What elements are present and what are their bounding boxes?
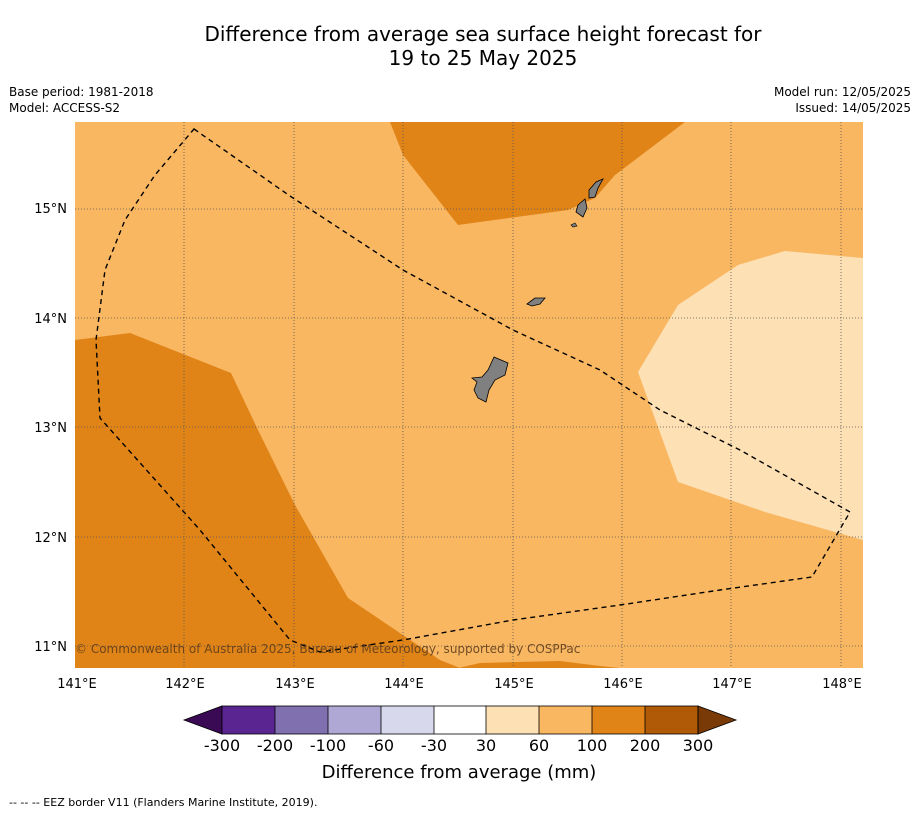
colorbar-label: -30	[421, 736, 447, 755]
band-100-200-west	[75, 333, 460, 668]
colorbar-swatch	[328, 706, 381, 734]
colorbar-label: 100	[577, 736, 608, 755]
colorbar-label: 30	[476, 736, 496, 755]
colorbar-dividers	[274, 706, 646, 734]
colorbar-title: Difference from average (mm)	[322, 762, 597, 783]
lon-tick-label: 148°E	[822, 677, 862, 692]
map-area: © Commonwealth of Australia 2025, Bureau…	[75, 122, 863, 668]
colorbar-swatch	[381, 706, 434, 734]
lat-tick-label: 13°N	[34, 421, 67, 436]
map-title: Difference from average sea surface heig…	[0, 22, 919, 70]
colorbar-extend-low	[182, 705, 223, 735]
colorbar-label: 60	[529, 736, 549, 755]
lon-tick-label: 145°E	[494, 677, 534, 692]
colorbar-label: -60	[368, 736, 394, 755]
colorbar-swatch	[592, 706, 645, 734]
lon-tick-label: 143°E	[275, 677, 315, 692]
lon-tick-label: 146°E	[603, 677, 643, 692]
lat-tick-label: 12°N	[34, 531, 67, 546]
island-tinian	[575, 198, 588, 218]
model-run: Model run: 12/05/2025	[773, 85, 911, 99]
copyright-text: © Commonwealth of Australia 2025, Bureau…	[75, 642, 580, 656]
colorbar-label: -300	[204, 736, 240, 755]
lon-tick-label: 142°E	[165, 677, 205, 692]
lon-tick-label: 141°E	[57, 677, 97, 692]
colorbar-swatch	[645, 706, 698, 734]
colorbar-swatch	[486, 706, 539, 734]
graticule	[75, 122, 863, 668]
meta-left: Base period: 1981-2018 Model: ACCESS-S2	[9, 84, 154, 116]
meta-right: Model run: 12/05/2025 Issued: 14/05/2025	[774, 84, 911, 116]
eez-border	[95, 128, 851, 653]
island-rota	[526, 297, 546, 307]
colorbar-label: -100	[310, 736, 346, 755]
title-line-1: Difference from average sea surface heig…	[204, 22, 762, 46]
colorbar: -300 -200 -100 -60 -30 30 60 100 200 300…	[182, 705, 738, 783]
title-line-2: 19 to 25 May 2025	[388, 46, 578, 70]
lon-tick-label: 144°E	[384, 677, 424, 692]
colorbar-label: 200	[630, 736, 661, 755]
base-period: Base period: 1981-2018	[9, 85, 154, 99]
lat-tick-label: 15°N	[34, 202, 67, 217]
colorbar-label: 300	[683, 736, 714, 755]
island-guam	[470, 356, 509, 403]
lon-tick-label: 147°E	[712, 677, 752, 692]
lat-tick-label: 14°N	[34, 312, 67, 327]
eez-footnote: -- -- -- EEZ border V11 (Flanders Marine…	[9, 796, 318, 809]
band-100-200-north	[390, 122, 685, 225]
colorbar-outline	[221, 705, 699, 735]
island-aguijan	[570, 222, 578, 228]
lat-tick-labels: 15°N 14°N 13°N 12°N 11°N	[34, 202, 67, 655]
model-name: Model: ACCESS-S2	[9, 101, 121, 115]
colorbar-swatch	[222, 706, 275, 734]
band-100-200-south	[458, 661, 620, 668]
colorbar-swatch	[539, 706, 592, 734]
colorbar-extend-high	[697, 705, 738, 735]
lat-tick-label: 11°N	[34, 640, 67, 655]
colorbar-label: -200	[257, 736, 293, 755]
colorbar-swatch	[275, 706, 328, 734]
issued-date: Issued: 14/05/2025	[795, 101, 911, 115]
island-saipan	[588, 178, 604, 199]
lon-tick-labels: 141°E 142°E 143°E 144°E 145°E 146°E 147°…	[57, 677, 862, 692]
band-30-60-east	[638, 251, 863, 540]
colorbar-swatch	[434, 706, 486, 734]
